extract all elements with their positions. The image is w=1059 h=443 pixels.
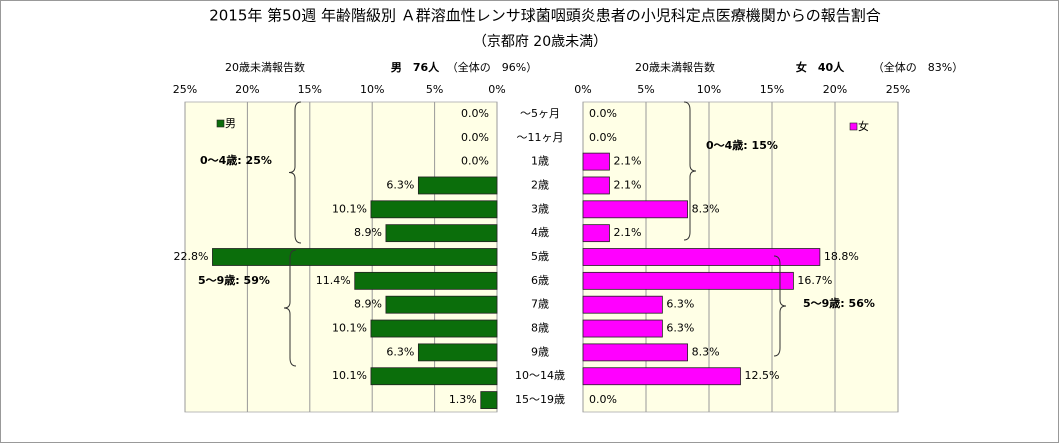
legend-swatch — [216, 119, 225, 128]
bar — [212, 248, 498, 266]
data-label: 16.7% — [797, 274, 832, 287]
x-tick-label: 5% — [426, 83, 443, 96]
legend-label: 女 — [858, 119, 869, 133]
data-label: 8.9% — [354, 298, 382, 311]
category-label: 9歳 — [531, 345, 549, 358]
x-tick-label: 15% — [760, 83, 784, 96]
data-label: 8.3% — [692, 202, 720, 215]
data-label: 11.4% — [316, 274, 351, 287]
data-label: 6.3% — [386, 178, 414, 191]
header-share: （全体の 96%） — [447, 60, 537, 74]
data-label: 0.0% — [589, 107, 617, 120]
bar — [582, 176, 610, 195]
header-count: 男 76人 — [391, 60, 440, 74]
category-label: ～5ヶ月 — [520, 107, 560, 120]
category-label: ～11ヶ月 — [517, 131, 564, 144]
brace — [683, 101, 697, 241]
category-label: 3歳 — [531, 202, 549, 215]
bar — [370, 200, 498, 219]
bar — [480, 391, 498, 409]
bar — [582, 248, 821, 266]
data-label: 6.3% — [386, 345, 414, 358]
bar — [582, 271, 794, 290]
annotation: 0～4歳: 15% — [706, 138, 778, 152]
x-tick-label: 25% — [886, 83, 910, 96]
chart-title: 2015年 第50週 年齢階級別 Ａ群溶血性レンサ球菌咽頭炎患者の小児科定点医療… — [209, 7, 881, 25]
x-tick-label: 20% — [235, 83, 259, 96]
bar — [354, 271, 498, 290]
data-label: 2.1% — [613, 178, 641, 191]
category-label: 4歳 — [531, 226, 549, 239]
x-tick-label: 15% — [298, 83, 322, 96]
chart-subtitle: （京都府 20歳未満） — [473, 34, 607, 50]
x-tick-label: 0% — [488, 83, 505, 96]
x-tick-label: 20% — [823, 83, 847, 96]
bar — [582, 152, 610, 171]
data-label: 0.0% — [461, 107, 489, 120]
data-label: 12.5% — [745, 369, 780, 382]
x-tick-label: 25% — [173, 83, 197, 96]
data-label: 10.1% — [332, 322, 367, 335]
data-label: 22.8% — [174, 250, 209, 263]
category-label: 2歳 — [531, 178, 549, 191]
data-label: 8.9% — [354, 226, 382, 239]
category-label: 15～19歳 — [515, 393, 565, 406]
category-label: 7歳 — [531, 298, 549, 311]
data-label: 8.3% — [692, 345, 720, 358]
data-label: 0.0% — [461, 155, 489, 168]
bar — [370, 319, 498, 338]
bar — [582, 224, 610, 243]
bar — [582, 295, 663, 314]
bar — [417, 176, 498, 195]
x-tick-label: 10% — [697, 83, 721, 96]
data-label: 0.0% — [589, 131, 617, 144]
x-tick-label: 0% — [574, 83, 591, 96]
bar — [582, 367, 741, 386]
legend-swatch — [849, 122, 858, 131]
bar — [582, 200, 688, 219]
category-label: 10～14歳 — [515, 369, 565, 382]
data-label: 6.3% — [666, 298, 694, 311]
category-label: 1歳 — [531, 155, 549, 168]
bar — [385, 295, 498, 314]
data-label: 2.1% — [613, 226, 641, 239]
legend-label: 男 — [225, 117, 236, 130]
x-tick-label: 10% — [360, 83, 384, 96]
annotation: 0～4歳: 25% — [200, 153, 272, 167]
data-label: 1.3% — [449, 393, 477, 406]
header-label: 20歳未満報告数 — [225, 61, 305, 74]
annotation: 5～9歳: 59% — [198, 273, 270, 287]
category-label: 5歳 — [531, 250, 549, 263]
category-label: 8歳 — [531, 322, 549, 335]
data-label: 10.1% — [332, 202, 367, 215]
annotation: 5～9歳: 56% — [803, 296, 875, 310]
data-label: 0.0% — [589, 393, 617, 406]
data-label: 6.3% — [666, 322, 694, 335]
header-label: 20歳未満報告数 — [635, 61, 715, 74]
bar — [417, 343, 498, 362]
header-count: 女 40人 — [796, 60, 845, 74]
category-label: 6歳 — [531, 274, 549, 287]
brace — [283, 249, 297, 367]
bar — [370, 367, 498, 386]
data-label: 2.1% — [613, 155, 641, 168]
bar — [385, 224, 498, 243]
bar — [582, 343, 688, 362]
header-share: （全体の 83%） — [873, 60, 963, 74]
brace — [773, 255, 787, 357]
brace — [288, 101, 302, 244]
x-tick-label: 5% — [637, 83, 654, 96]
data-label: 10.1% — [332, 369, 367, 382]
data-label: 18.8% — [824, 250, 859, 263]
data-label: 0.0% — [461, 131, 489, 144]
bar — [582, 319, 663, 338]
